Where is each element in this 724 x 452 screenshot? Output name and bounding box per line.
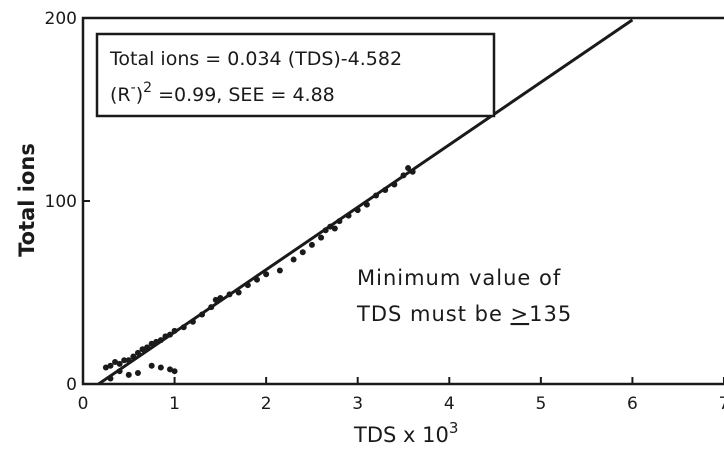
- data-point: [116, 360, 123, 367]
- y-axis: 0 100 200: [45, 9, 90, 395]
- data-point: [318, 234, 325, 241]
- y-tick-label: 100: [45, 192, 77, 212]
- equation-line-1: Total ions = 0.034 (TDS)-4.582: [109, 48, 402, 70]
- y-tick-label: 200: [45, 9, 77, 29]
- data-point: [125, 371, 132, 378]
- x-tick-label: 0: [78, 394, 89, 414]
- y-tick-label: 0: [66, 375, 77, 395]
- data-point: [308, 241, 315, 248]
- regression-line: [97, 18, 634, 386]
- data-point: [171, 368, 178, 375]
- data-point: [290, 256, 297, 263]
- data-point: [299, 249, 306, 256]
- data-point: [405, 165, 412, 172]
- x-tick-label: 7: [719, 394, 724, 414]
- equation-box: [95, 32, 496, 118]
- data-point: [139, 346, 146, 353]
- x-tick-label: 5: [535, 394, 546, 414]
- data-point: [134, 370, 141, 377]
- data-point: [331, 225, 338, 232]
- data-point: [121, 357, 128, 364]
- data-point: [157, 364, 164, 371]
- x-tick-label: 2: [261, 394, 272, 414]
- greater-equal-symbol: >: [511, 302, 530, 326]
- data-point: [148, 362, 155, 369]
- data-point: [263, 271, 270, 278]
- data-point: [112, 359, 119, 366]
- data-point: [107, 362, 114, 369]
- annotation-line-2: TDS must be >135: [356, 302, 572, 326]
- data-point: [166, 366, 173, 373]
- data-point: [102, 364, 109, 371]
- y-axis-label: Total ions: [15, 143, 39, 257]
- annotation-line-1: Minimum value of: [357, 266, 561, 290]
- x-tick-label: 4: [444, 394, 455, 414]
- data-point: [276, 267, 283, 274]
- fit-line-group: [97, 18, 634, 386]
- x-tick-label: 1: [169, 394, 180, 414]
- x-tick-label: 3: [352, 394, 363, 414]
- x-axis-label: TDS x 103: [353, 419, 458, 447]
- equation-line-2: (R-)2 =0.99, SEE = 4.88: [110, 80, 335, 106]
- x-tick-label: 6: [627, 394, 638, 414]
- x-axis: 0 1 2 3 4 5 6 7: [78, 377, 724, 414]
